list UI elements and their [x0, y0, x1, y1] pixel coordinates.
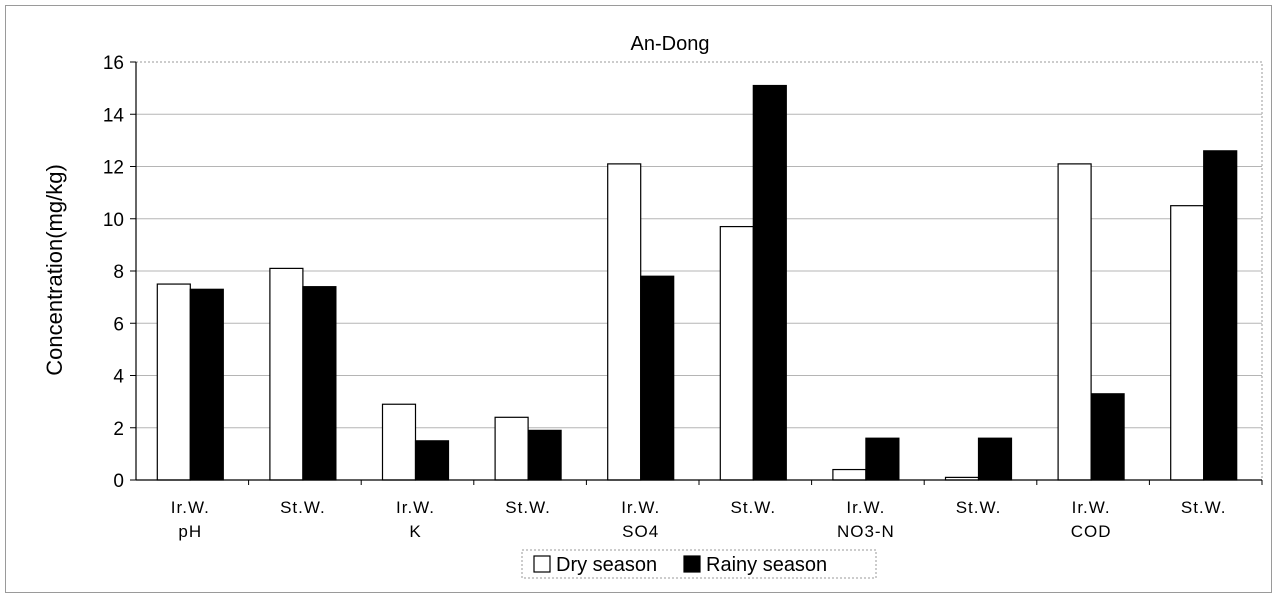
bar-rainy-season	[527, 429, 562, 481]
x-tick-label: K	[409, 522, 421, 541]
bar-rainy-season	[302, 286, 337, 481]
bar-dry-season	[156, 283, 191, 481]
bar-rainy-season	[1090, 393, 1125, 481]
legend-label: Dry season	[556, 554, 657, 576]
bar-dry-season	[381, 403, 417, 481]
axes: 0 2 4 6 8 10 12 14 16 Ir.W. pH St.W. Ir.W. K St.W. Ir.W…	[103, 53, 1263, 541]
bar-rainy-season	[977, 437, 1013, 481]
bar-dry-season	[1057, 163, 1092, 481]
bar-rainy-season	[865, 437, 900, 481]
x-tick-label: COD	[1071, 522, 1112, 541]
x-tick-label: St.W.	[956, 498, 1002, 517]
y-tick-label: 16	[103, 53, 124, 74]
legend-swatch	[683, 555, 701, 573]
x-tick-label: St.W.	[280, 498, 326, 517]
bar-dry-season	[494, 416, 529, 481]
bar-dry-season	[832, 468, 867, 481]
x-tick-label: pH	[178, 522, 202, 541]
y-tick-label: 8	[113, 262, 124, 283]
bar-rainy-season	[1203, 150, 1238, 481]
legend-label: Rainy season	[706, 554, 827, 576]
bar-dry-season	[719, 225, 754, 481]
y-tick-label: 0	[113, 471, 124, 492]
bar-dry-season	[1170, 205, 1205, 481]
y-tick-label: 10	[103, 210, 124, 231]
legend: Dry season Rainy season	[521, 549, 877, 579]
x-tick-label: NO3-N	[837, 522, 895, 541]
bar-dry-season	[607, 163, 642, 481]
x-tick-label: St.W.	[730, 498, 776, 517]
y-tick-label: 6	[113, 314, 124, 335]
y-tick-label: 12	[103, 158, 124, 179]
bar-rainy-season	[189, 288, 224, 481]
x-tick-label: St.W.	[505, 498, 551, 517]
x-tick-label: Ir.W.	[1072, 498, 1111, 517]
chart-title: An-Dong	[631, 33, 710, 55]
x-tick-label: Ir.W.	[621, 498, 660, 517]
x-tick-label: St.W.	[1181, 498, 1227, 517]
x-tick-label: SO4	[622, 522, 659, 541]
chart-frame	[5, 5, 1272, 593]
bar-rainy-season	[640, 275, 675, 481]
y-tick-label: 4	[113, 367, 124, 388]
x-tick-label: Ir.W.	[171, 498, 210, 517]
bar-rainy-season	[414, 440, 450, 481]
bars	[156, 84, 1238, 481]
y-tick-label: 2	[113, 419, 124, 440]
legend-swatch	[533, 555, 551, 573]
bar-rainy-season	[752, 84, 787, 481]
y-axis-label: Concentration(mg/kg)	[42, 164, 67, 376]
bar-dry-season	[269, 267, 304, 481]
y-tick-label: 14	[103, 105, 125, 126]
x-tick-label: Ir.W.	[396, 498, 435, 517]
x-tick-label: Ir.W.	[846, 498, 885, 517]
